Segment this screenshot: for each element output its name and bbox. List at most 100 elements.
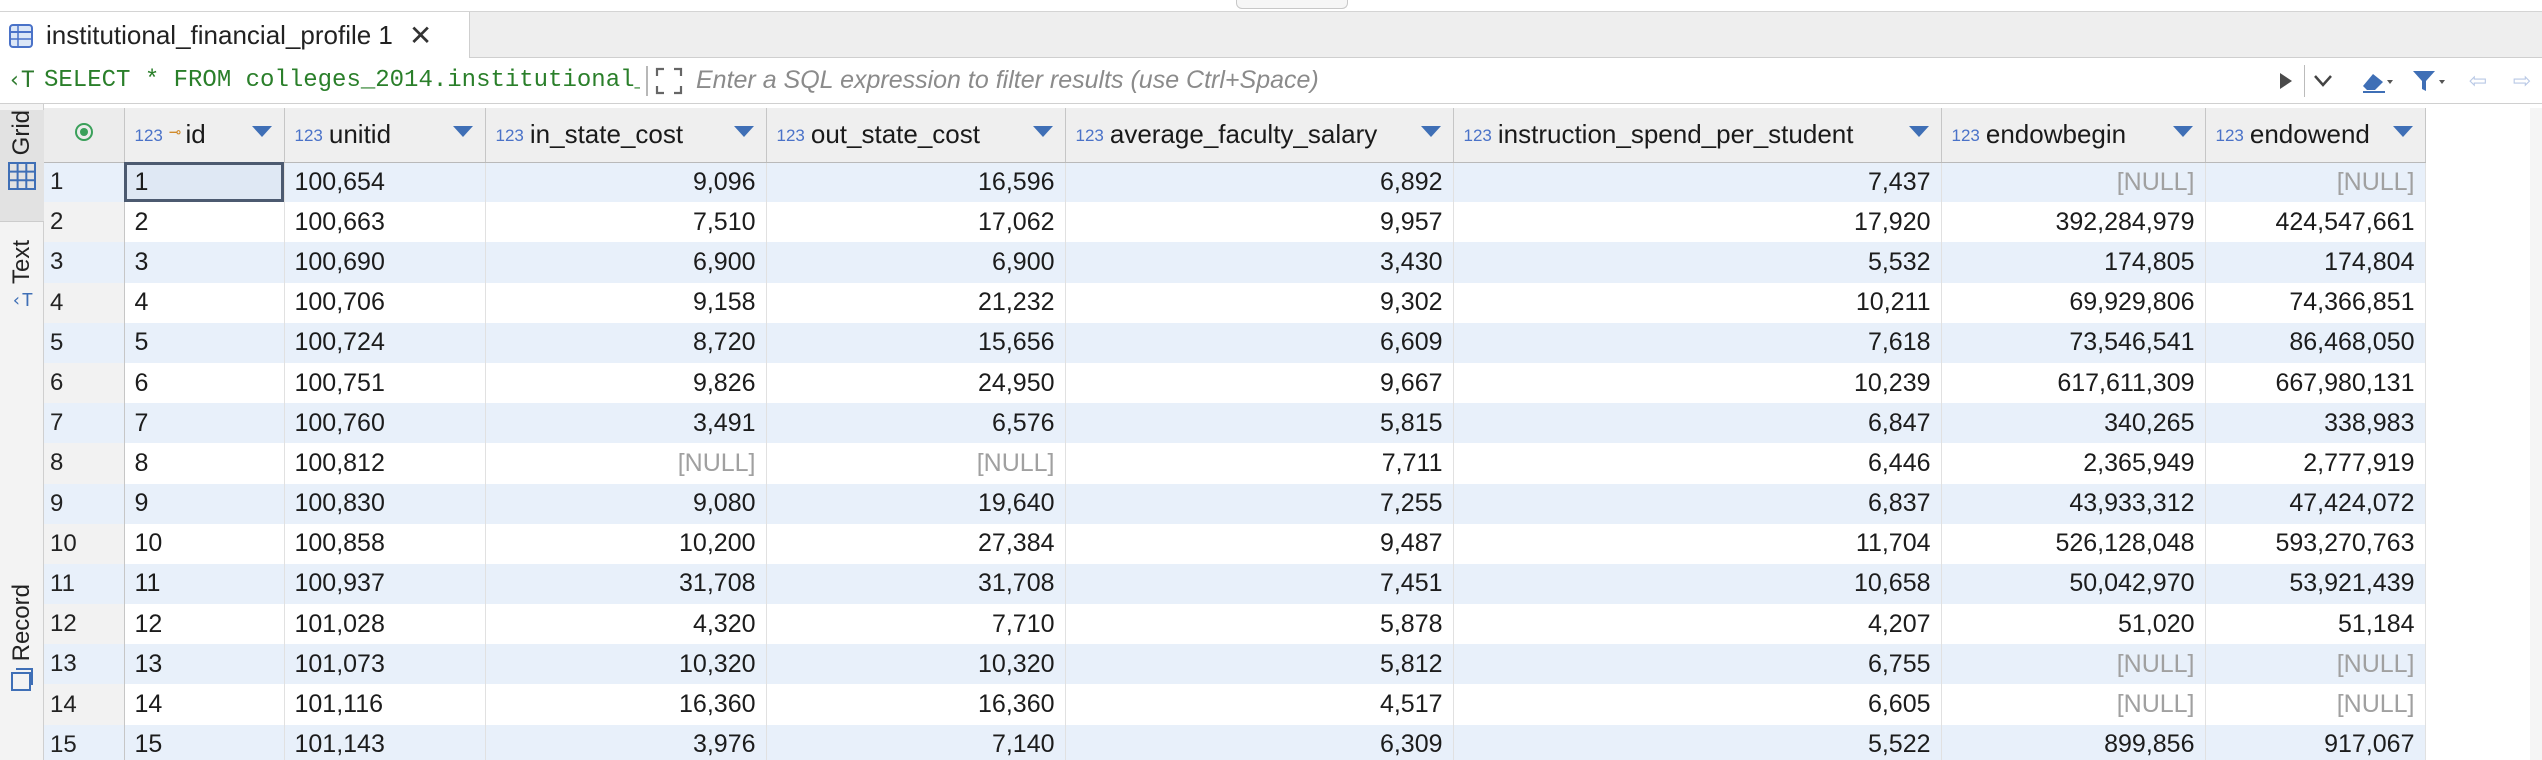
cell-average-faculty-salary[interactable]: 9,302 [1065,282,1454,323]
cell-endowend[interactable]: 667,980,131 [2205,362,2426,404]
tab-institutional-financial-profile[interactable]: institutional_financial_profile 1 ✕ [0,12,470,59]
cell-endowbegin[interactable]: 617,611,309 [1941,362,2206,404]
cell-id[interactable]: 5 [124,322,285,363]
cell-endowend[interactable]: 47,424,072 [2205,483,2426,524]
cell-instruction-spend-per-student[interactable]: 11,704 [1453,523,1942,564]
table-row[interactable]: 8 8 100,812 [NULL] [NULL] 7,711 6,446 2,365,949… [44,443,2426,484]
table-row[interactable]: 3 3 100,690 6,900 6,900 3,430 5,532 174,805 174,… [44,242,2426,283]
row-number[interactable]: 11 [44,563,125,605]
cell-instruction-spend-per-student[interactable]: 6,755 [1453,644,1942,685]
vertical-scrollbar[interactable] [2530,108,2542,760]
cell-average-faculty-salary[interactable]: 3,430 [1065,242,1454,283]
table-row[interactable]: 2 2 100,663 7,510 17,062 9,957 17,920 392,284,9… [44,202,2426,243]
cell-endowbegin[interactable]: [NULL] [1941,684,2206,725]
cell-unitid[interactable]: 100,751 [284,362,486,404]
cell-instruction-spend-per-student[interactable]: 7,618 [1453,322,1942,363]
cell-instruction-spend-per-student[interactable]: 4,207 [1453,604,1942,645]
table-row[interactable]: 6 6 100,751 9,826 24,950 9,667 10,239 617,611,3… [44,362,2426,404]
cell-unitid[interactable]: 100,812 [284,443,486,484]
cell-out-state-cost[interactable]: 15,656 [766,322,1066,363]
back-arrow-icon[interactable]: ⇦ [2468,68,2488,93]
cell-id[interactable]: 10 [124,523,285,564]
cell-out-state-cost[interactable]: 17,062 [766,202,1066,243]
table-row[interactable]: 12 12 101,028 4,320 7,710 5,878 4,207 51,020 51,… [44,604,2426,645]
cell-endowbegin[interactable]: 174,805 [1941,242,2206,283]
cell-in-state-cost[interactable]: 4,320 [485,604,767,645]
cell-id[interactable]: 8 [124,443,285,484]
cell-in-state-cost[interactable]: 7,510 [485,202,767,243]
cell-out-state-cost[interactable]: 16,360 [766,684,1066,725]
cell-out-state-cost[interactable]: 24,950 [766,362,1066,404]
sql-query-text[interactable]: SELECT * FROM colleges_2014.institutiona… [44,67,640,94]
cell-in-state-cost[interactable]: 9,080 [485,483,767,524]
cell-endowbegin[interactable]: 50,042,970 [1941,563,2206,605]
cell-average-faculty-salary[interactable]: 9,487 [1065,523,1454,564]
cell-endowend[interactable]: [NULL] [2205,162,2426,203]
cell-endowend[interactable]: 86,468,050 [2205,322,2426,363]
filter-expression-input[interactable]: Enter a SQL expression to filter results… [696,66,1319,94]
cell-in-state-cost[interactable]: 31,708 [485,563,767,605]
sort-dropdown-icon[interactable] [1420,126,1441,137]
cell-unitid[interactable]: 100,937 [284,563,486,605]
record-view-button[interactable]: Record [0,584,44,724]
cell-unitid[interactable]: 100,760 [284,403,486,444]
cell-out-state-cost[interactable]: 21,232 [766,282,1066,323]
cell-id[interactable]: 2 [124,202,285,243]
cell-endowbegin[interactable]: 69,929,806 [1941,282,2206,323]
column-header-endowbegin[interactable]: 123 endowbegin [1941,108,2206,163]
cell-average-faculty-salary[interactable]: 6,609 [1065,322,1454,363]
cell-endowbegin[interactable]: 2,365,949 [1941,443,2206,484]
cell-out-state-cost[interactable]: 10,320 [766,644,1066,685]
column-header-average-faculty-salary[interactable]: 123 average_faculty_salary [1065,108,1454,163]
cell-endowbegin[interactable]: [NULL] [1941,162,2206,203]
close-tab-icon[interactable]: ✕ [408,19,433,51]
cell-unitid[interactable]: 100,830 [284,483,486,524]
row-number[interactable]: 12 [44,604,125,645]
column-header-in-state-cost[interactable]: 123 in_state_cost [485,108,767,163]
cell-out-state-cost[interactable]: 6,576 [766,403,1066,444]
cell-in-state-cost[interactable]: 3,976 [485,724,767,760]
table-row[interactable]: 7 7 100,760 3,491 6,576 5,815 6,847 340,265 338,… [44,403,2426,444]
cell-average-faculty-salary[interactable]: 6,892 [1065,162,1454,203]
cell-endowend[interactable]: 917,067 [2205,724,2426,760]
filter-history-dropdown-icon[interactable] [2304,65,2340,97]
cell-average-faculty-salary[interactable]: 4,517 [1065,684,1454,725]
cell-out-state-cost[interactable]: 7,140 [766,724,1066,760]
cell-unitid[interactable]: 100,690 [284,242,486,283]
cell-in-state-cost[interactable]: 10,200 [485,523,767,564]
cell-average-faculty-salary[interactable]: 6,309 [1065,724,1454,760]
table-row[interactable]: 10 10 100,858 10,200 27,384 9,487 11,704 526,12… [44,523,2426,564]
cell-endowbegin[interactable]: 340,265 [1941,403,2206,444]
table-row[interactable]: 14 14 101,116 16,360 16,360 4,517 6,605 [NULL][… [44,684,2426,725]
cell-out-state-cost[interactable]: 19,640 [766,483,1066,524]
cell-in-state-cost[interactable]: 9,158 [485,282,767,323]
table-row[interactable]: 13 13 101,073 10,320 10,320 5,812 6,755 [NULL][… [44,644,2426,685]
cell-average-faculty-salary[interactable]: 5,812 [1065,644,1454,685]
cell-average-faculty-salary[interactable]: 5,878 [1065,604,1454,645]
row-number[interactable]: 15 [44,724,125,760]
row-number[interactable]: 1 [44,162,125,203]
cell-in-state-cost[interactable]: 10,320 [485,644,767,685]
cell-out-state-cost[interactable]: [NULL] [766,443,1066,484]
cell-unitid[interactable]: 100,724 [284,322,486,363]
cell-instruction-spend-per-student[interactable]: 5,522 [1453,724,1942,760]
cell-instruction-spend-per-student[interactable]: 10,211 [1453,282,1942,323]
table-row[interactable]: 4 4 100,706 9,158 21,232 9,302 10,211 69,929,80… [44,282,2426,323]
cell-unitid[interactable]: 101,116 [284,684,486,725]
cell-unitid[interactable]: 100,858 [284,523,486,564]
cell-endowend[interactable]: 424,547,661 [2205,202,2426,243]
row-number[interactable]: 5 [44,322,125,363]
column-header-endowend[interactable]: 123 endowend [2205,108,2426,163]
table-row[interactable]: 9 9 100,830 9,080 19,640 7,255 6,837 43,933,312… [44,483,2426,524]
cell-endowend[interactable]: 338,983 [2205,403,2426,444]
cell-endowend[interactable]: [NULL] [2205,684,2426,725]
cell-average-faculty-salary[interactable]: 7,255 [1065,483,1454,524]
table-row[interactable]: 15 15 101,143 3,976 7,140 6,309 5,522 899,856 91… [44,724,2426,760]
filter-icon[interactable] [2402,65,2454,97]
cell-endowend[interactable]: 174,804 [2205,242,2426,283]
cell-id[interactable]: 13 [124,644,285,685]
cell-id[interactable]: 7 [124,403,285,444]
cell-endowend[interactable]: 2,777,919 [2205,443,2426,484]
cell-endowend[interactable]: 74,366,851 [2205,282,2426,323]
expand-icon[interactable] [654,66,684,96]
